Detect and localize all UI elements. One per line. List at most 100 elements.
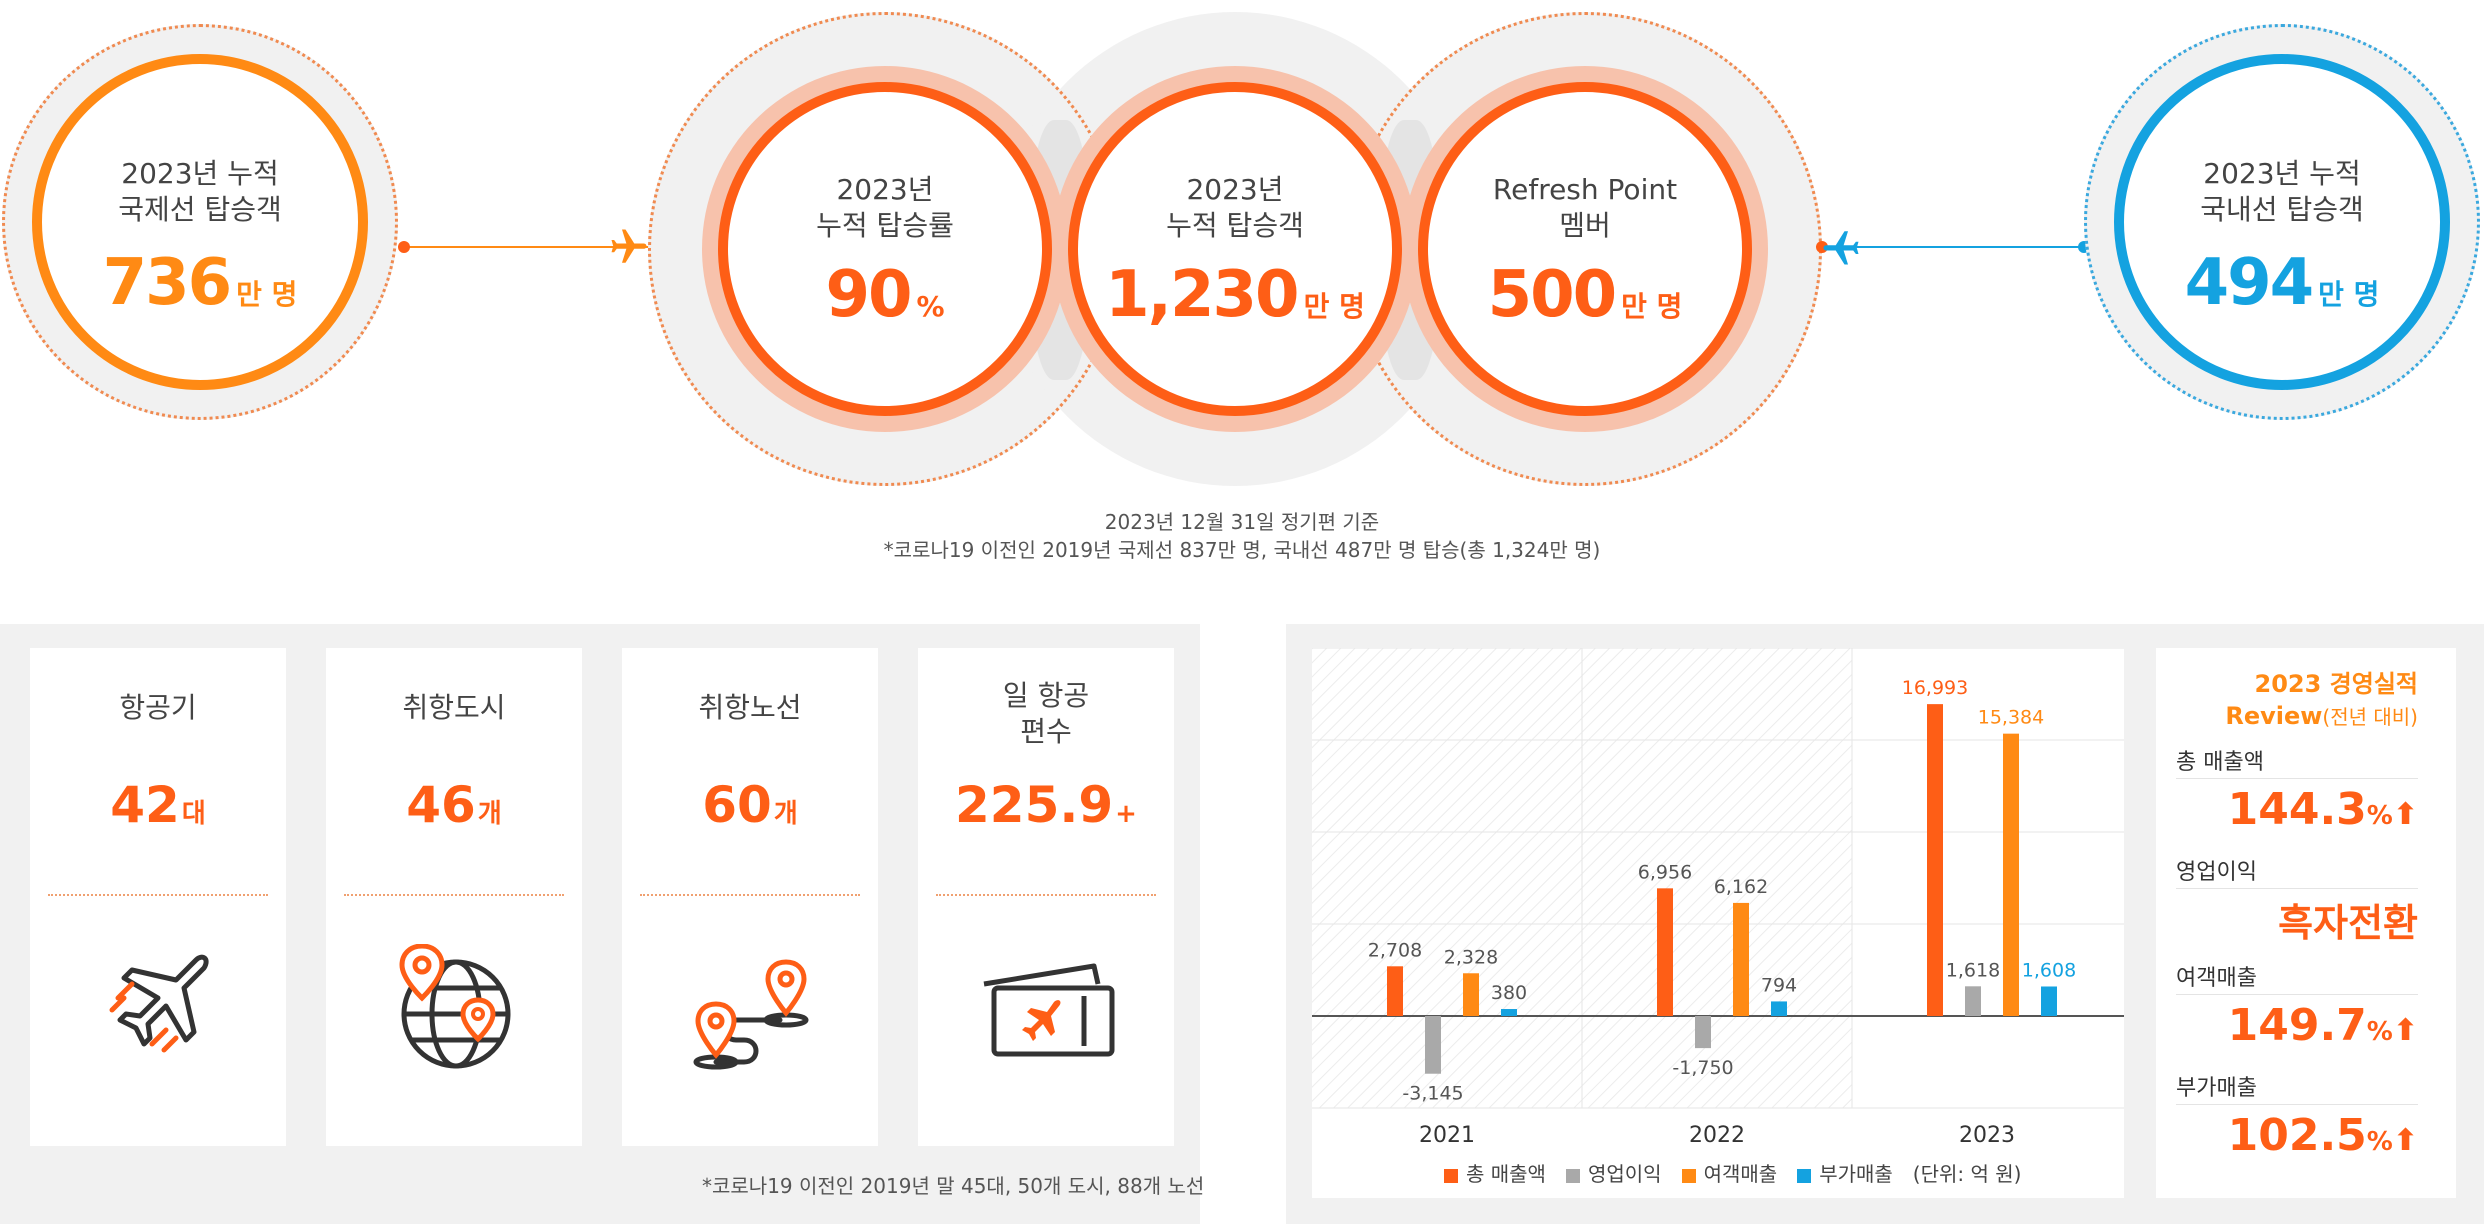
bar-2021-3 [1501, 1009, 1517, 1016]
divider [2176, 994, 2418, 995]
legend-label: 부가매출 [1819, 1162, 1893, 1186]
data-label: -1,750 [1672, 1057, 1733, 1079]
airplane-icon [611, 229, 647, 263]
review-title-line1: 2023 경영실적 [2254, 670, 2418, 698]
bar-2023-2 [2003, 733, 2019, 1016]
fleet-card-aircraft: 항공기 42대 [30, 648, 286, 1146]
card-title: 항공기 [119, 691, 197, 724]
divider [2176, 888, 2418, 889]
legend-swatch [1444, 1168, 1458, 1183]
review-label: 총 매출액 [2176, 750, 2264, 775]
up-arrow-icon: ⬆ [2392, 797, 2418, 832]
review-label: 영업이익 [2176, 860, 2257, 885]
data-label: 1,618 [1946, 959, 2000, 981]
domestic-label: 2023년 누적 국내선 탑승객 [2200, 157, 2364, 226]
data-label: 1,608 [2022, 959, 2076, 981]
dotted-ring [2084, 24, 2480, 420]
data-label: 6,956 [1638, 861, 1692, 883]
revenue-chart-box: 2,708 -3,145 2,328 380 2021 6,956 -1,750 6,162 7… [1312, 648, 2124, 1198]
review-label: 여객매출 [2176, 966, 2257, 991]
review-title-line2: Review(전년 대비) [2225, 702, 2418, 730]
bar-2023-1 [1965, 986, 1981, 1016]
dotted-ring [2, 24, 398, 420]
review-value: 149.7%⬆ [2227, 1000, 2418, 1051]
legend-label: 총 매출액 [1466, 1162, 1546, 1186]
dotted-divider [640, 894, 860, 896]
bar-2021-1 [1425, 1016, 1441, 1074]
data-label: -3,145 [1402, 1083, 1463, 1105]
data-label: 2,708 [1368, 939, 1422, 961]
data-label: 380 [1491, 982, 1527, 1004]
card-value: 60개 [702, 776, 798, 834]
fleet-card-routes: 취항노선 60개 [622, 648, 878, 1146]
up-arrow-icon: ⬆ [2392, 1013, 2418, 1048]
bar-2021-0 [1387, 966, 1403, 1016]
connector-line [404, 246, 652, 248]
connector-line [1822, 246, 2084, 248]
review-label: 부가매출 [2176, 1076, 2257, 1101]
hatch-bg [1582, 648, 1852, 1108]
dotted-divider [48, 894, 268, 896]
data-label: 2,328 [1444, 946, 1498, 968]
globe-pin-icon [399, 944, 511, 1069]
bar-2023-0 [1927, 704, 1943, 1016]
international-label: 2023년 누적 국제선 탑승객 [118, 157, 282, 226]
bar-2022-1 [1695, 1016, 1711, 1049]
review-value: 흑자전환 [2278, 901, 2418, 945]
legend-swatch [1565, 1168, 1580, 1183]
bar-2023-3 [2041, 986, 2057, 1016]
card-title: 일 항공 편수 [1002, 679, 1090, 748]
total-passengers-label: 2023년 누적 탑승객 [1166, 173, 1304, 242]
total-passengers-value: 1,230 만 명 [1105, 258, 1365, 332]
card-title: 취항도시 [402, 691, 506, 724]
bar-2022-2 [1733, 902, 1749, 1016]
data-label: 794 [1761, 974, 1797, 996]
stats-basis-note: 2023년 12월 31일 정기편 기준 [1104, 510, 1380, 534]
review-title: 2023 경영실적 Review(전년 대비) [2225, 668, 2418, 733]
legend-label: 영업이익 [1587, 1162, 1662, 1186]
airplane-icon [1823, 231, 1859, 265]
x-tick-label: 2023 [1959, 1123, 2015, 1148]
connector-dot [398, 241, 410, 253]
bar-2022-3 [1771, 1001, 1787, 1016]
fleet-card-cities: 취항도시 46개 [326, 648, 582, 1146]
review-box: 2023 경영실적 Review(전년 대비) 총 매출액 144.3%⬆ 영업… [2156, 648, 2456, 1198]
international-passengers-circle: 2023년 누적 국제선 탑승객 736 만 명 [32, 54, 368, 390]
divider [2176, 778, 2418, 779]
up-arrow-icon: ⬆ [2392, 1123, 2418, 1158]
load-factor-label: 2023년 누적 탑승률 [816, 173, 954, 242]
unit-label: (단위: 억 원) [1912, 1162, 2022, 1186]
legend-item: 총 매출액 [1444, 1158, 1546, 1187]
refresh-point-circle: Refresh Point 멤버 500 만 명 [1418, 82, 1752, 416]
bar-2021-2 [1463, 973, 1479, 1016]
legend-item: 부가매출 [1797, 1158, 1893, 1187]
dotted-divider [936, 894, 1156, 896]
airplane-icon [109, 954, 209, 1053]
pre-covid-note: *코로나19 이전인 2019년 국제선 837만 명, 국내선 487만 명 … [883, 538, 1601, 562]
review-value: 144.3%⬆ [2227, 784, 2418, 835]
domestic-value: 494 만 명 [2184, 246, 2380, 320]
refresh-point-label: Refresh Point 멤버 [1492, 173, 1678, 242]
domestic-passengers-circle: 2023년 누적 국내선 탑승객 494 만 명 [2114, 54, 2450, 390]
legend-label: 여객매출 [1703, 1162, 1778, 1186]
legend-item: 영업이익 [1565, 1158, 1662, 1187]
ticket-icon [983, 963, 1115, 1057]
bar-2022-0 [1657, 888, 1673, 1016]
fleet-footnote: *코로나19 이전인 2019년 말 45대, 50개 도시, 88개 노선 [702, 1174, 1205, 1198]
card-value: 46개 [406, 776, 502, 834]
divider [2176, 1104, 2418, 1105]
data-label: 6,162 [1714, 876, 1768, 898]
route-icon [693, 959, 809, 1070]
load-factor-value: 90% [825, 258, 945, 332]
international-value: 736 만 명 [102, 246, 298, 320]
chart-legend: 총 매출액 영업이익 여객매출 부가매출 (단위: 억 원) [1444, 1158, 2021, 1187]
data-label: 15,384 [1978, 707, 2044, 729]
hatch-bg [1312, 648, 1582, 1108]
dotted-divider [344, 894, 564, 896]
x-tick-label: 2021 [1419, 1123, 1475, 1148]
fleet-card-daily-flights: 일 항공 편수 225.9+ [918, 648, 1174, 1146]
data-label: 16,993 [1902, 677, 1968, 699]
load-factor-circle: 2023년 누적 탑승률 90% [718, 82, 1052, 416]
legend-item: 여객매출 [1681, 1158, 1778, 1187]
legend-swatch [1797, 1168, 1812, 1183]
